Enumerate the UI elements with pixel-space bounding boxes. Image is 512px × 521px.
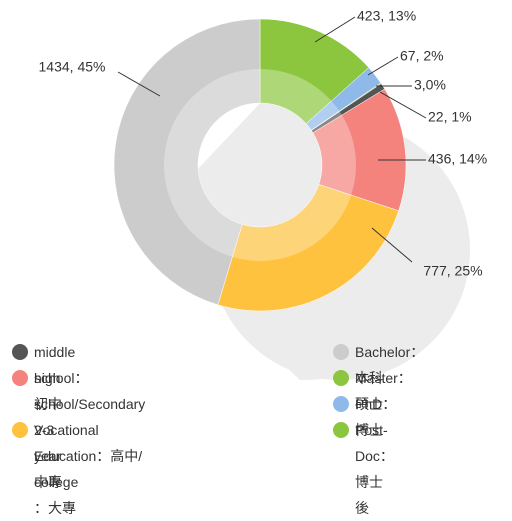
legend-swatch <box>12 422 28 438</box>
data-label: 3,0% <box>414 77 446 93</box>
page: {"chart_data": {"type": "donut", "catego… <box>12 7 488 516</box>
legend-item: Master：碩士 <box>333 365 412 417</box>
data-label: 22, 1% <box>428 109 472 125</box>
legend-label: middle school：初中 <box>34 344 89 412</box>
inner-highlight <box>163 69 356 261</box>
legend-swatch <box>333 422 349 438</box>
legend-label: Master：碩士 <box>355 370 412 412</box>
chart: 423, 13% 67, 2% 3,0% 22, 1% 436, 14% 777, 25%… <box>39 8 487 381</box>
leader-line <box>379 91 427 119</box>
donut-slice <box>259 18 370 124</box>
legend-swatch <box>333 344 349 360</box>
leader-line <box>314 16 356 43</box>
data-label: 436, 14% <box>428 151 487 167</box>
legend-swatch <box>12 344 28 360</box>
legend-label: PhD：博士 <box>355 396 397 438</box>
legend-item: PhD：博士 <box>333 391 396 443</box>
legend-swatch <box>333 370 349 386</box>
legend-item: Post-Doc：博士後 <box>333 417 394 521</box>
legend-label: Bachelor：本科 <box>355 344 425 386</box>
legend-swatch <box>12 370 28 386</box>
legend-swatch <box>333 396 349 412</box>
legend-item: middle school：初中 <box>12 339 88 417</box>
leader-line <box>367 56 399 76</box>
legend-label: 2-3 year college ：大專 <box>34 422 79 516</box>
legend-item: Bachelor：本科 <box>333 339 424 391</box>
leader-line <box>117 71 161 97</box>
legend-item: 2-3 year college ：大專 <box>12 417 78 521</box>
data-label: 67, 2% <box>400 48 444 64</box>
data-label: 1434, 45% <box>39 59 106 75</box>
legend-label: Post-Doc：博士後 <box>355 422 394 516</box>
donut-slice <box>217 184 399 312</box>
leader-line <box>371 227 413 263</box>
data-label: 777, 25% <box>423 263 482 279</box>
data-label: 423, 13% <box>357 8 416 24</box>
